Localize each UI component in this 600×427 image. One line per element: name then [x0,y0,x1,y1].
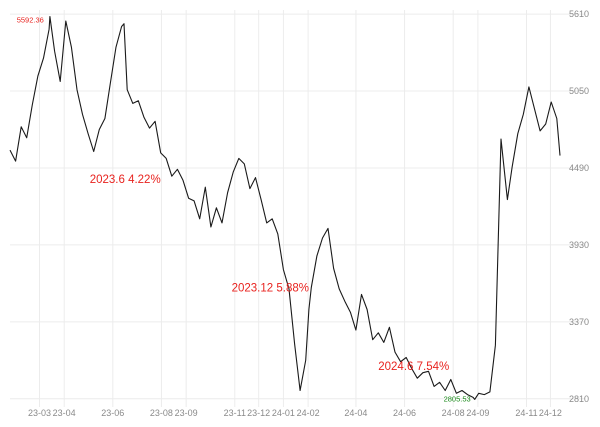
grid-lines [10,10,585,407]
x-tick-label: 23-09 [175,408,198,418]
period-annotation: 2023.6 4.22% [90,174,161,186]
x-tick-label: 24-06 [393,408,416,418]
x-tick-label: 24-09 [466,408,489,418]
y-tick-label: 5610 [569,9,589,19]
period-annotation: 2023.12 5.88% [232,283,309,295]
y-tick-label: 3370 [569,317,589,327]
x-tick-label: 23-12 [247,408,270,418]
y-tick-label: 4490 [569,163,589,173]
x-tick-label: 24-12 [539,408,562,418]
x-tick-label: 23-08 [150,408,173,418]
x-tick-label: 23-06 [101,408,124,418]
x-tick-label: 24-02 [297,408,320,418]
x-tick-label: 24-08 [442,408,465,418]
annotations: 2023.6 4.22% 2023.12 5.88% 2024.6 7.54% 559… [17,16,471,404]
x-axis-ticks: 23-03 23-04 23-06 23-08 23-09 23-11 23-12 24-01… [28,408,562,418]
x-tick-label: 24-01 [272,408,295,418]
index-line [9,15,561,400]
y-tick-label: 3930 [569,240,589,250]
x-tick-label: 23-11 [224,408,246,418]
y-tick-label: 2810 [569,394,589,404]
max-value-label: 5592.36 [17,16,44,25]
period-annotation: 2024.6 7.54% [378,361,449,373]
x-tick-label: 24-11 [515,408,537,418]
series-layer [9,15,561,400]
x-tick-label: 24-04 [344,408,367,418]
min-value-label: 2805.53 [444,394,471,403]
y-axis-ticks: 2810 3370 3930 4490 5050 5610 [569,9,589,404]
x-tick-label: 23-03 [28,408,51,418]
y-tick-label: 5050 [569,86,589,96]
x-tick-label: 23-04 [53,408,76,418]
